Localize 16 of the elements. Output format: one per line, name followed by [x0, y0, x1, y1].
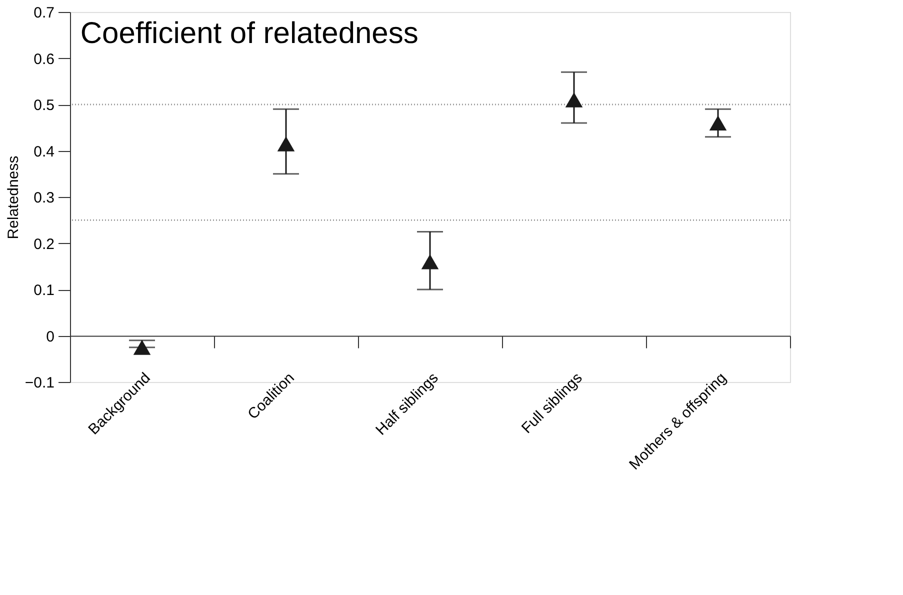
- y-tick-label: 0.3: [34, 190, 54, 206]
- y-tick-label: −0.1: [24, 374, 54, 392]
- chart-title: Coefficient of relatedness: [80, 17, 418, 50]
- point: [133, 340, 151, 355]
- point: [565, 92, 583, 108]
- y-tick-label: 0.5: [34, 97, 54, 114]
- point: [709, 116, 727, 130]
- y-tick-label: 0.2: [34, 236, 54, 253]
- point: [421, 254, 439, 270]
- y-tick-label: 0: [46, 328, 54, 346]
- point: [277, 136, 295, 152]
- y-tick-label: 0.1: [34, 282, 54, 299]
- y-tick-label: 0.4: [34, 143, 54, 160]
- y-tick-label: 0.7: [34, 4, 54, 22]
- y-axis-title: Relatedness: [4, 156, 22, 240]
- y-tick-label: 0.6: [34, 50, 54, 68]
